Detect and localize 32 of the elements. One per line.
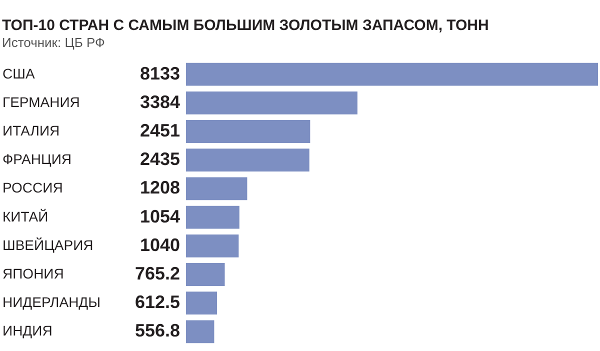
data-label: 612.5 [134, 292, 180, 312]
y-tick-label: РОССИЯ [2, 180, 63, 196]
y-tick-label: КИТАЙ [2, 208, 48, 224]
y-tick-label: ЯПОНИЯ [2, 266, 64, 282]
text: Источник: ЦБ РФ [2, 35, 106, 50]
y-tick-label: ШВЕЙЦАРИЯ [2, 236, 94, 253]
data-label: 2435 [140, 149, 180, 170]
bar [186, 234, 239, 258]
data-label: 556.8 [134, 320, 180, 341]
bar [186, 263, 225, 286]
bar [186, 91, 358, 114]
bar [186, 292, 218, 315]
y-tick-label: НИДЕРЛАНДЫ [2, 294, 101, 310]
data-label: 1054 [140, 206, 180, 226]
chart-title: ТОП-10 СТРАН С САМЫМ БОЛЬШИМ ЗОЛОТЫМ ЗАПАСОМ, ТОНН [2, 17, 489, 34]
y-tick-label: ИНДИЯ [2, 322, 52, 339]
bar [186, 320, 214, 344]
bar [186, 120, 310, 143]
data-label: 8133 [140, 63, 180, 84]
data-label: 3384 [140, 92, 180, 112]
bar [186, 206, 240, 229]
data-label: 1208 [140, 178, 180, 198]
y-tick-label: ФРАНЦИЯ [2, 151, 72, 168]
y-tick-label: ГЕРМАНИЯ [2, 94, 80, 110]
data-label: 2451 [140, 120, 180, 140]
bar [186, 148, 310, 172]
data-label: 1040 [140, 234, 180, 255]
bar [186, 62, 598, 86]
bar [186, 177, 248, 200]
data-label: 765.2 [134, 264, 180, 284]
y-tick-label: США [2, 65, 36, 82]
y-tick-label: ИТАЛИЯ [2, 122, 60, 138]
